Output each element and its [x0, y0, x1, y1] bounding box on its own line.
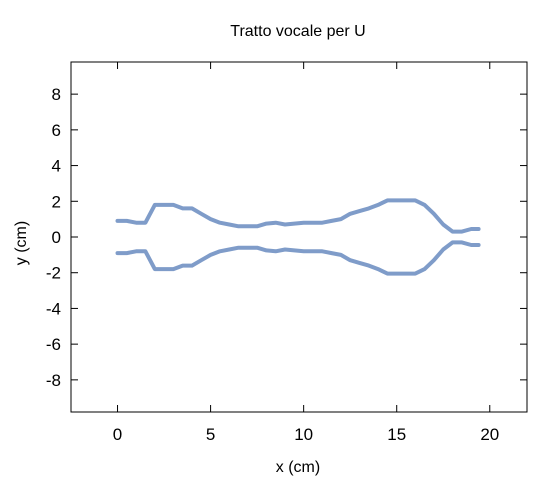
x-tick-label: 15: [387, 425, 406, 444]
series-line-upper: [115, 198, 481, 234]
y-tick-label: 4: [52, 157, 61, 176]
y-tick-label: 2: [52, 192, 61, 211]
x-axis-label: x (cm): [276, 459, 320, 476]
x-tick-label: 0: [113, 425, 122, 444]
y-tick-label: -6: [46, 335, 61, 354]
y-tick-label: -2: [46, 264, 61, 283]
y-tick-label: 6: [52, 121, 61, 140]
plot-frame: [70, 61, 528, 413]
x-tick-label: 5: [206, 425, 215, 444]
series-line-lower: [115, 240, 481, 276]
y-axis-label: y (cm): [13, 221, 30, 265]
y-tick-label: -4: [46, 299, 61, 318]
y-tick-label: 0: [52, 228, 61, 247]
series-layer: [115, 198, 481, 276]
x-axis: 0 5 10 15 20: [113, 62, 499, 444]
x-tick-label: 20: [480, 425, 499, 444]
y-tick-label: 8: [52, 85, 61, 104]
y-axis: -8 -6 -4 -2 0 2 4 6 8: [46, 85, 527, 390]
chart-title: Tratto vocale per U: [230, 23, 365, 40]
x-tick-label: 10: [294, 425, 313, 444]
y-tick-label: -8: [46, 371, 61, 390]
plot-border: [70, 61, 528, 413]
